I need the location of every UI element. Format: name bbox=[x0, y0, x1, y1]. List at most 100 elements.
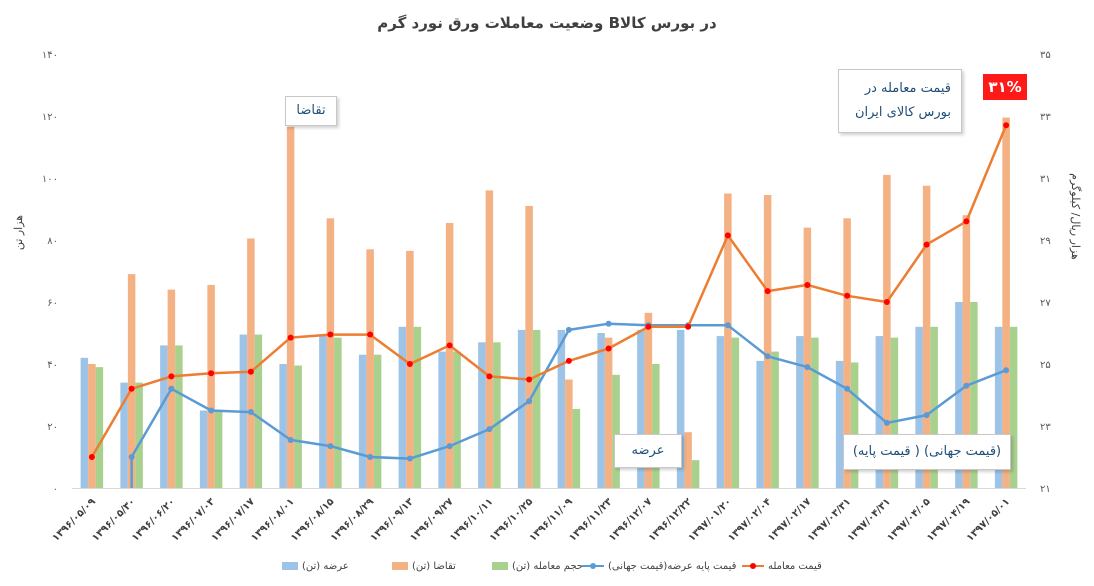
point-base-price bbox=[247, 409, 254, 416]
bar-volume bbox=[95, 367, 104, 488]
point-trade-price bbox=[883, 299, 890, 305]
bar-volume bbox=[930, 326, 938, 488]
legend-item-trade-price: قیمت معامله bbox=[742, 558, 822, 574]
legend-label-base-price: قیمت پایه عرضه(قیمت جهانی) bbox=[608, 560, 737, 572]
left-tick-label: ۰ bbox=[53, 484, 58, 495]
bar-volume bbox=[890, 337, 899, 488]
percent-badge: ۳۱% bbox=[983, 74, 1027, 100]
bar-volume bbox=[771, 351, 779, 488]
bar-demand bbox=[127, 274, 136, 488]
point-base-price bbox=[883, 419, 890, 426]
legend-label-volume: حجم معامله (تن) bbox=[512, 560, 584, 572]
point-base-price bbox=[406, 455, 413, 462]
point-base-price bbox=[804, 364, 811, 371]
point-trade-price bbox=[724, 232, 731, 239]
bar-demand bbox=[525, 205, 533, 488]
bar-supply bbox=[994, 326, 1003, 488]
point-trade-price bbox=[565, 357, 572, 364]
bar-supply bbox=[915, 326, 923, 488]
point-base-price bbox=[923, 412, 930, 419]
point-base-price bbox=[486, 426, 493, 433]
point-base-price bbox=[605, 320, 612, 327]
legend-label-supply: عرضه (تن) bbox=[302, 560, 349, 572]
bar-demand bbox=[485, 190, 494, 488]
bar-volume bbox=[254, 334, 263, 488]
bar-supply bbox=[398, 326, 407, 488]
left-tick-label: ۴۰ bbox=[47, 360, 58, 371]
left-axis-title: هزار تن bbox=[12, 214, 26, 251]
point-base-price bbox=[208, 407, 215, 414]
bar-demand bbox=[1002, 117, 1010, 489]
bar-demand bbox=[962, 215, 971, 488]
left-tick-label: ۶۰ bbox=[47, 298, 58, 309]
point-trade-price bbox=[685, 323, 692, 330]
right-tick-label: ۲۱ bbox=[1040, 484, 1051, 495]
left-tick-label: ۱۰۰ bbox=[42, 174, 58, 185]
legend-item-volume: حجم معامله (تن) bbox=[492, 558, 583, 574]
bar-demand bbox=[644, 312, 653, 488]
bar-volume bbox=[612, 374, 620, 488]
x-tick-label: ۱۳۹۷/۰۵/۰۱ bbox=[965, 496, 1012, 543]
point-base-price bbox=[1003, 367, 1010, 374]
bar-supply bbox=[637, 329, 645, 488]
bar-volume bbox=[652, 364, 660, 488]
point-trade-price bbox=[804, 281, 811, 288]
exchange-price-callout: قیمت معامله در بورس کالای ایران bbox=[838, 69, 962, 133]
point-trade-price bbox=[247, 368, 254, 375]
bar-demand bbox=[207, 284, 215, 488]
bar-demand bbox=[604, 337, 613, 488]
right-tick-label: ۳۱ bbox=[1040, 174, 1051, 185]
bar-supply bbox=[80, 357, 89, 488]
point-base-price bbox=[724, 322, 731, 329]
bar-volume bbox=[493, 342, 501, 488]
bar-supply bbox=[796, 336, 804, 488]
bar-volume bbox=[135, 382, 143, 488]
point-trade-price bbox=[208, 370, 215, 377]
right-axis-title: هزار ریال/ کیلوگرم bbox=[1068, 173, 1082, 260]
right-tick-label: ۳۳ bbox=[1040, 112, 1051, 123]
bar-volume bbox=[970, 302, 978, 488]
bar-demand bbox=[922, 185, 931, 488]
left-tick-label: ۱۴۰ bbox=[42, 50, 58, 61]
legend-item-base-price: قیمت پایه عرضه(قیمت جهانی) bbox=[582, 558, 736, 574]
chart-legend: عرضه (تن) تقاضا (تن) حجم معامله (تن) قیم… bbox=[270, 558, 830, 574]
right-tick-label: ۲۹ bbox=[1040, 236, 1051, 247]
bar-demand bbox=[843, 218, 851, 489]
line-trade-price bbox=[90, 124, 1008, 458]
bar-supply bbox=[478, 342, 486, 488]
bar-volume bbox=[731, 337, 740, 488]
bar-demand bbox=[803, 227, 812, 488]
bar-demand bbox=[326, 218, 335, 489]
point-base-price bbox=[327, 443, 334, 450]
point-base-price bbox=[565, 326, 572, 333]
bar-demand bbox=[565, 379, 573, 488]
bar-demand bbox=[247, 238, 255, 488]
bar-supply bbox=[557, 329, 566, 488]
point-trade-price bbox=[168, 373, 175, 380]
point-trade-price bbox=[287, 334, 294, 341]
bar-demand bbox=[88, 364, 96, 488]
legend-swatch-trade-price bbox=[742, 562, 764, 570]
bar-volume bbox=[691, 460, 700, 488]
bar-supply bbox=[279, 364, 287, 488]
bar-volume bbox=[1009, 326, 1018, 488]
bar-volume bbox=[850, 362, 859, 488]
left-tick-label: ۸۰ bbox=[47, 236, 58, 247]
chart-title: وضعیت معاملات ورق نورد گرم Bدر بورس کالا bbox=[377, 14, 717, 32]
bar-supply bbox=[160, 345, 168, 488]
point-trade-price bbox=[645, 323, 652, 330]
bar-demand bbox=[445, 222, 454, 488]
bar-volume bbox=[334, 337, 342, 488]
bar-supply bbox=[716, 336, 725, 488]
point-base-price bbox=[128, 454, 135, 460]
legend-label-demand: تقاضا (تن) bbox=[412, 560, 456, 572]
point-base-price bbox=[526, 398, 533, 405]
bar-demand bbox=[406, 250, 414, 488]
bar-volume bbox=[413, 326, 422, 488]
bar-volume bbox=[532, 329, 541, 488]
bar-demand bbox=[883, 174, 891, 488]
legend-swatch-volume bbox=[492, 562, 508, 570]
legend-item-demand: تقاضا (تن) bbox=[392, 558, 456, 574]
point-trade-price bbox=[367, 331, 374, 338]
